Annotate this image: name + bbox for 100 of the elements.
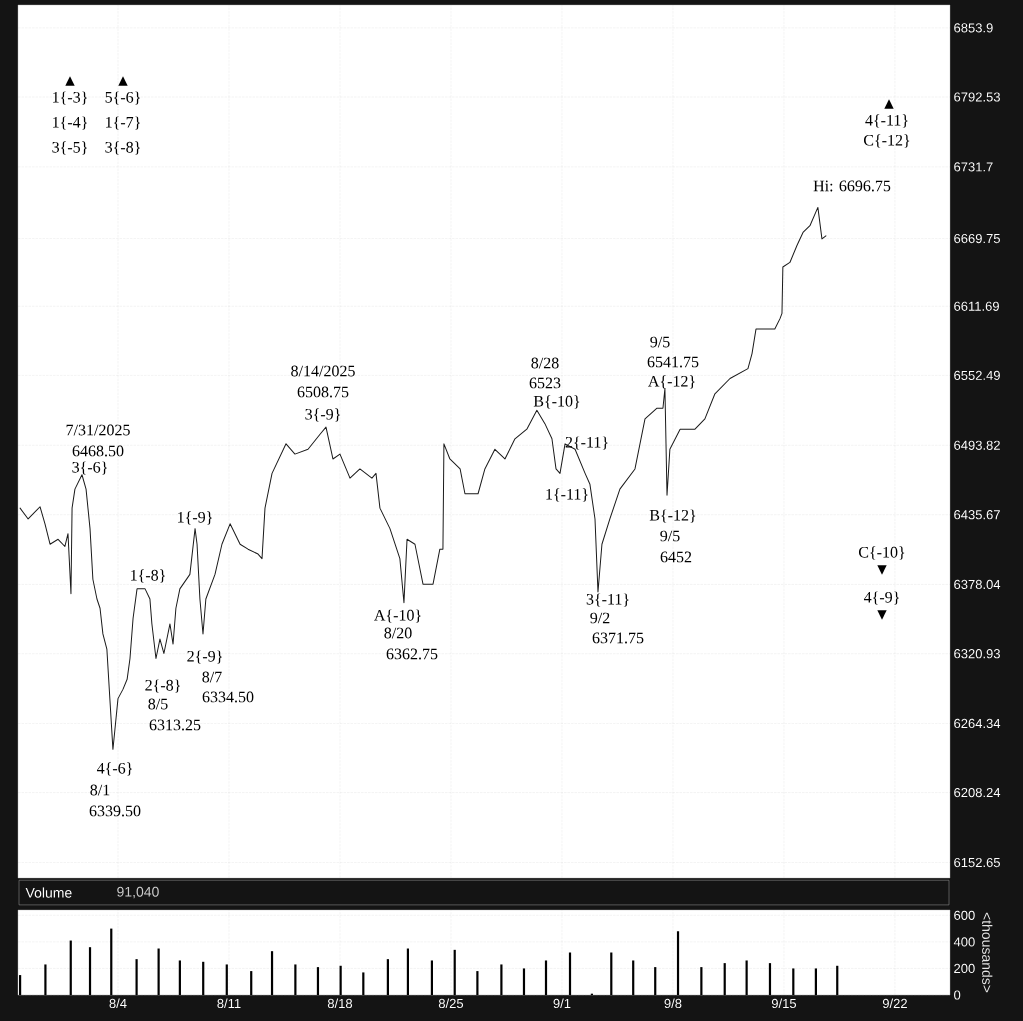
bar <box>294 964 297 995</box>
annotation: 6339.50 <box>89 805 141 817</box>
bar <box>430 960 434 995</box>
annotation: 1{-11} <box>546 488 588 502</box>
annotation: 2{-9} <box>187 650 222 664</box>
x-tick-label: 8/4 <box>109 998 127 1009</box>
annotation: 2{-11} <box>565 436 608 450</box>
annotation: ▲ <box>118 76 128 86</box>
annotation: 1{-9} <box>178 511 212 525</box>
bar <box>500 964 503 995</box>
x-tick-label: 8/25 <box>438 998 464 1009</box>
annotation: 9/5 <box>660 530 680 542</box>
annotation: ▲ <box>65 76 75 86</box>
bar <box>202 961 205 995</box>
text: 91,040 <box>117 886 159 899</box>
annotation: 1{-4} <box>53 116 87 130</box>
annotation: 8/14/2025 <box>291 365 355 377</box>
bar <box>654 967 657 995</box>
bar <box>568 952 572 995</box>
annotation: A{-10} <box>374 609 421 623</box>
annotation: 6313.25 <box>149 719 201 731</box>
y-tick-label: 6493.82 <box>954 440 1000 450</box>
bar <box>316 967 320 995</box>
annotation: 6371.75 <box>592 632 644 644</box>
annotation: 1{-7} <box>106 116 140 130</box>
bar <box>386 959 389 995</box>
annotation: 6541.75 <box>647 356 699 368</box>
y-tick-label: 400 <box>953 937 975 947</box>
y-tick-label: 0 <box>954 990 961 1000</box>
bar <box>723 963 726 995</box>
annotation: B{-12} <box>649 509 696 523</box>
bar <box>88 947 92 995</box>
annotation: 8/5 <box>148 698 168 710</box>
annotation: B{-10} <box>533 395 580 409</box>
y-tick-label: 6611.69 <box>954 301 999 311</box>
bar <box>610 952 613 995</box>
y-tick-label: 6152.65 <box>954 857 1000 868</box>
annotation: 3{-5} <box>52 141 87 155</box>
annotation: 4{-9} <box>863 591 899 605</box>
x-tick-label: 9/8 <box>664 998 682 1009</box>
annotation: Hi: 6696.75 <box>813 180 891 192</box>
annotation: 8/28 <box>531 357 559 369</box>
bar <box>157 948 160 995</box>
annotation: 8/1 <box>90 784 110 796</box>
annotation: 2{-8} <box>145 679 180 693</box>
annotation: 3{-6} <box>72 461 107 475</box>
annotation: C{-12} <box>863 134 910 148</box>
y-tick-label: 6264.34 <box>954 718 1001 729</box>
annotation: A{-12} <box>648 375 695 389</box>
annotation: 4{-6} <box>96 762 132 776</box>
chart-title: Volume <box>25 887 72 898</box>
bar <box>632 960 635 995</box>
annotation: 6362.75 <box>386 648 438 660</box>
bar <box>135 959 138 995</box>
annotation: 6508.75 <box>297 386 349 398</box>
bar <box>69 940 72 995</box>
x-tick-label: 9/15 <box>771 998 797 1009</box>
x-tick-label: 8/18 <box>327 998 353 1009</box>
x-tick-label: 9/1 <box>553 998 571 1009</box>
annotation: 8/20 <box>384 627 412 639</box>
bar <box>522 968 526 995</box>
bar <box>453 949 456 995</box>
y-tick-label: 6792.53 <box>954 92 1000 102</box>
annotation: 8/7 <box>202 671 222 683</box>
annotation: 9/2 <box>590 612 610 624</box>
bar <box>178 960 181 995</box>
y-tick-label: 6731.7 <box>954 162 993 172</box>
bar <box>44 964 47 995</box>
annotation: 1{-3} <box>53 91 87 105</box>
y-axis-title: <thousands> <box>982 912 993 993</box>
bar <box>225 964 228 995</box>
annotation: ▼ <box>877 565 887 575</box>
bar <box>362 972 365 995</box>
y-tick-label: 6669.75 <box>954 233 1000 244</box>
x-tick-label: 9/22 <box>882 998 907 1009</box>
bar <box>768 963 772 995</box>
bar <box>544 960 548 995</box>
y-tick-label: 6378.04 <box>954 579 1001 590</box>
annotation: 3{-9} <box>305 408 340 422</box>
bar <box>814 968 817 995</box>
annotation: ▲ <box>884 99 894 109</box>
annotation: 6334.50 <box>202 691 254 703</box>
annotation: 3{-11} <box>586 593 629 607</box>
bar <box>18 975 22 995</box>
annotation: 3{-8} <box>105 141 140 155</box>
annotation: 6468.50 <box>72 445 124 457</box>
annotation: 9/5 <box>650 336 670 348</box>
y-tick-label: 6552.49 <box>954 370 1000 380</box>
annotation: 7/31/2025 <box>66 424 130 436</box>
y-tick-label: 200 <box>954 963 975 974</box>
bar <box>270 951 274 995</box>
annotation: ▼ <box>877 610 887 620</box>
bar <box>250 971 253 995</box>
bar <box>745 960 748 995</box>
bar <box>406 948 410 995</box>
bar <box>792 968 795 995</box>
annotation: 6452 <box>660 551 692 563</box>
bar <box>836 965 839 995</box>
y-tick-label: 6208.24 <box>954 787 1001 798</box>
bar <box>476 971 479 995</box>
